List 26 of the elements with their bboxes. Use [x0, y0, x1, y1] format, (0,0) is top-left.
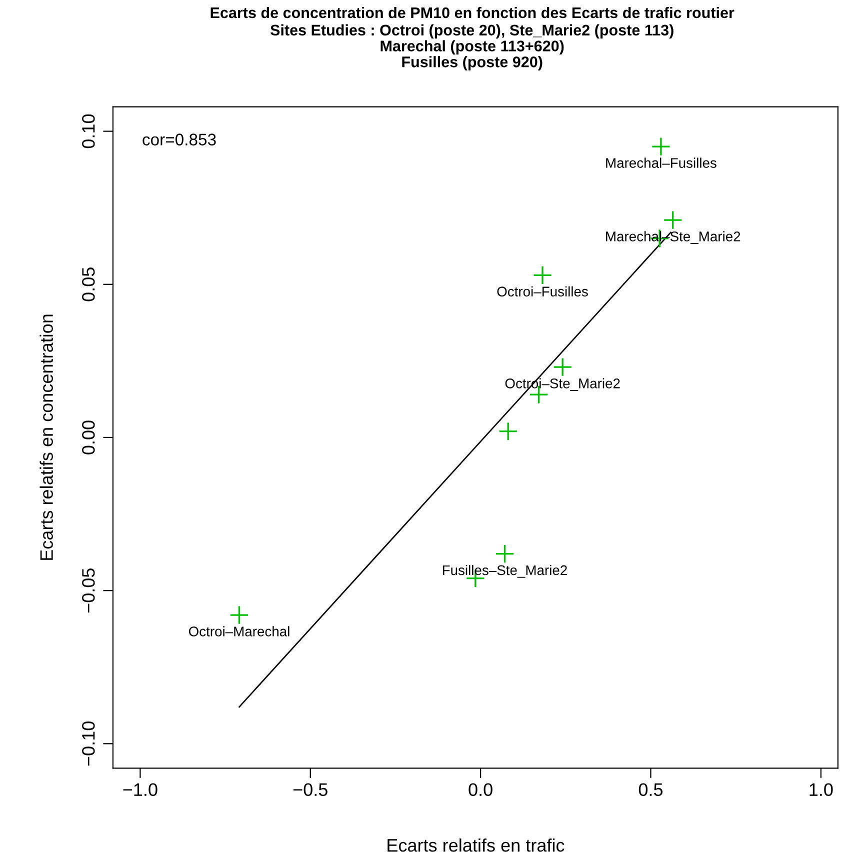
annotation: Marechal–Fusilles [606, 158, 716, 168]
y-tick-label: 0.05 [82, 268, 95, 302]
x-tick-label: 1.0 [810, 783, 833, 796]
annotation: Octroi–Fusilles [497, 286, 588, 296]
y-tick-label: −0.10 [82, 722, 95, 766]
annotation: Octroi–Marechal [188, 626, 290, 636]
point [532, 266, 552, 285]
y-tick-label: 0.00 [82, 420, 95, 454]
x-tick-label: 0.0 [468, 783, 492, 796]
annotation: cor=0.853 [142, 134, 216, 146]
y-tick-label: 0.10 [82, 114, 95, 148]
x-tick-label: −1.0 [123, 783, 158, 796]
x-tick-label: 0.5 [638, 783, 663, 796]
point [495, 544, 514, 564]
annotation: Fusilles–Ste_Marie2 [442, 564, 567, 578]
point [651, 136, 671, 156]
point [498, 422, 518, 441]
x-tick-label: −0.5 [293, 783, 328, 796]
x-axis-title: Ecarts relatifs en trafic [388, 838, 564, 852]
y-tick-label: −0.05 [82, 568, 95, 613]
point [663, 210, 682, 230]
point [552, 357, 572, 377]
chart-title: Ecarts de concentration de PM10 en fonction des Ecarts de trafic routier [210, 6, 734, 18]
point [230, 605, 249, 625]
chart-subtitle: Sites Etudies : Octroi (poste 20), Ste_Marie2 (poste 113) Marechal (poste 113+620) Fusilles (poste 920) [270, 24, 674, 70]
y-axis-title: Ecarts relatifs en concentration [40, 314, 53, 560]
